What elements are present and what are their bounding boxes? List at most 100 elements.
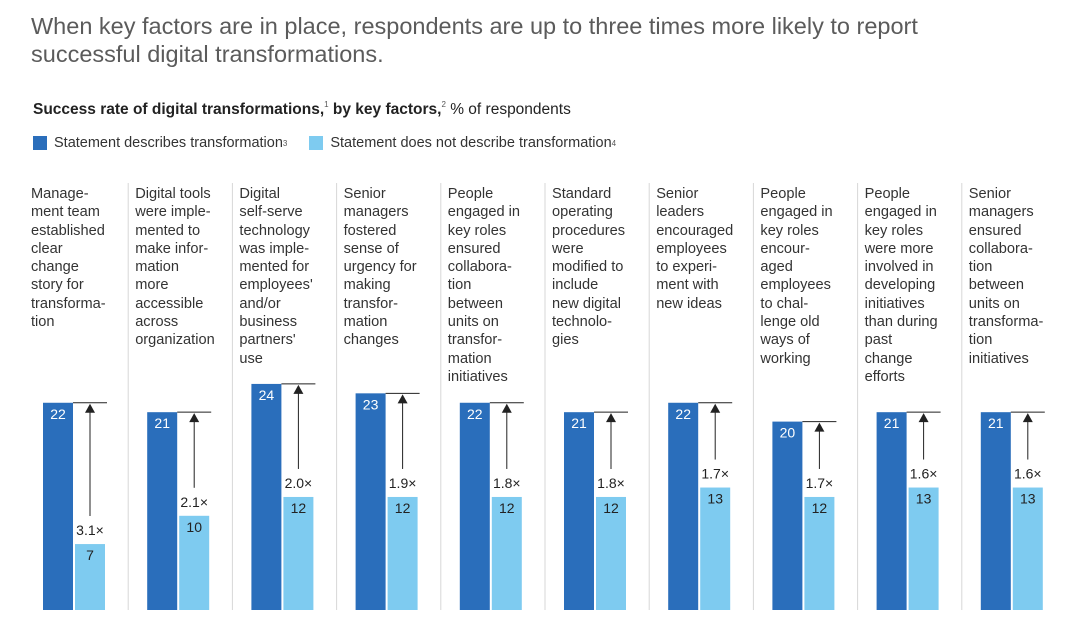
factor-label-line: operating [552, 204, 613, 221]
bar-describes [43, 402, 73, 610]
factor-label-line: tion [968, 259, 993, 276]
multiplier-label: 1.8× [493, 475, 521, 491]
factor-label-line: making [343, 277, 391, 294]
factor-group-6: 21 12 1.8× [544, 183, 628, 610]
bar-not-describes [700, 487, 731, 610]
factor-label-line: ensured [447, 240, 501, 257]
factor-label-line: mation [343, 314, 388, 331]
factor-label-line: procedures [552, 222, 626, 239]
legend-label-not-describes: Statement does not describe transformati… [330, 135, 612, 151]
factor-label-line: modified to [552, 259, 624, 276]
factor-label-line: and/or [239, 295, 281, 312]
factor-label-line: urgency for [343, 259, 417, 276]
factor-label-line: working [760, 350, 811, 367]
factor-label-line: collabora- [968, 240, 1033, 257]
multiplier-label: 1.6× [1014, 466, 1042, 482]
chart-subtitle: Success rate of digital transformations,… [33, 100, 571, 119]
factor-label-line: involved in [864, 259, 934, 276]
arrow-up-icon [1022, 413, 1033, 423]
bar-not-describes [387, 496, 418, 610]
value-label-not-describes: 7 [86, 547, 94, 563]
factor-label-line: ensured [968, 222, 1022, 239]
factor-label-line: more [135, 277, 169, 294]
factor-label-line: engaged in [864, 204, 937, 221]
factor-label-line: transfor- [447, 332, 503, 349]
factor-label-line: encouraged [656, 222, 734, 239]
factor-label-line: Digital [239, 186, 280, 202]
factor-label-line: units on [447, 314, 499, 331]
factor-group-5: 22 12 1.8× [440, 183, 524, 610]
factor-group-7: 22 13 1.7× [648, 183, 733, 610]
factor-label-line: employees' [239, 277, 313, 294]
multiplier-label: 2.0× [285, 475, 313, 491]
bar-not-describes [75, 544, 105, 610]
factor-label-3: Digital self-serve technology was imple-men… [239, 185, 335, 368]
factor-label-line: new digital [552, 295, 621, 312]
factor-label-line: self-serve [239, 204, 303, 221]
bar-describes [564, 412, 594, 610]
arrow-up-icon [85, 403, 95, 413]
subtitle-note-1: 1 [324, 100, 329, 109]
factor-label-line: were more [864, 240, 934, 257]
bar-not-describes [908, 487, 939, 610]
factor-label-line: past [864, 332, 893, 349]
factor-label-line: was imple- [239, 240, 310, 257]
arrow-up-icon [293, 384, 304, 394]
factor-label-10: Senior managers ensured collabora-tion betwe… [969, 185, 1065, 368]
factor-label-line: include [552, 277, 599, 294]
legend: Statement describes transformation 3 Stat… [33, 135, 638, 151]
factor-label-line: partners' [239, 332, 296, 349]
factor-label-5: People engaged in key roles ensured collabor… [448, 185, 544, 386]
bar-not-describes [491, 496, 522, 610]
bar-not-describes [283, 496, 314, 610]
factor-label-line: established [31, 222, 105, 239]
legend-note-3: 3 [282, 138, 288, 148]
arrow-up-icon [918, 413, 929, 423]
factor-label-line: technolo- [552, 314, 613, 331]
factor-label-line: initiatives [864, 295, 925, 312]
legend-swatch-not-describes [309, 136, 324, 150]
factor-label-6: Standard operating procedures were modified … [552, 185, 648, 350]
legend-item-describes: Statement describes transformation 3 [33, 135, 287, 151]
factor-label-line: ment team [31, 204, 100, 221]
value-label-describes: 22 [467, 406, 483, 422]
factor-label-line: People [447, 186, 494, 202]
factor-label-1: Manage-ment team established clear change st… [31, 185, 127, 331]
factor-label-line: mation [135, 259, 179, 276]
bar-not-describes [1012, 487, 1043, 610]
factor-label-9: People engaged in key roles were more involv… [865, 185, 961, 386]
bar-describes [876, 412, 907, 610]
factor-label-line: transfor- [343, 295, 398, 312]
bar-not-describes [804, 496, 835, 610]
factor-label-line: accessible [135, 295, 204, 312]
arrow-up-icon [814, 422, 825, 432]
factor-label-line: managers [968, 204, 1034, 221]
factor-label-line: sense of [343, 240, 399, 257]
factor-label-line: make infor- [135, 240, 209, 257]
factor-label-line: change [864, 350, 913, 367]
factor-label-line: tion [968, 332, 993, 349]
factor-group-2: 21 10 2.1× [127, 183, 212, 610]
factor-label-line: between [447, 295, 503, 312]
factor-label-2: Digital tools were imple-mented to make in… [135, 185, 231, 350]
factor-label-line: People [864, 186, 911, 202]
multiplier-label: 1.9× [389, 475, 417, 491]
factor-label-line: developing [864, 277, 936, 294]
factor-label-line: People [760, 186, 806, 202]
factor-label-line: Senior [968, 186, 1011, 202]
factor-label-line: lenge old [760, 314, 820, 331]
factor-label-line: transforma- [968, 314, 1044, 331]
factor-label-line: engaged in [760, 204, 833, 221]
factor-label-line: Digital tools [135, 186, 211, 202]
legend-item-not-describes: Statement does not describe transformati… [309, 135, 616, 151]
factor-label-line: organization [135, 332, 215, 349]
legend-label-describes: Statement describes transformation [54, 135, 283, 151]
value-label-describes: 21 [154, 415, 170, 431]
factor-label-line: leaders [656, 204, 705, 221]
headline: When key factors are in place, responden… [31, 13, 918, 67]
factor-label-line: Manage- [31, 186, 89, 202]
factor-label-8: People engaged in key roles encour-aged empl… [760, 185, 856, 368]
multiplier-label: 1.8× [597, 475, 625, 491]
bar-describes [772, 421, 803, 610]
